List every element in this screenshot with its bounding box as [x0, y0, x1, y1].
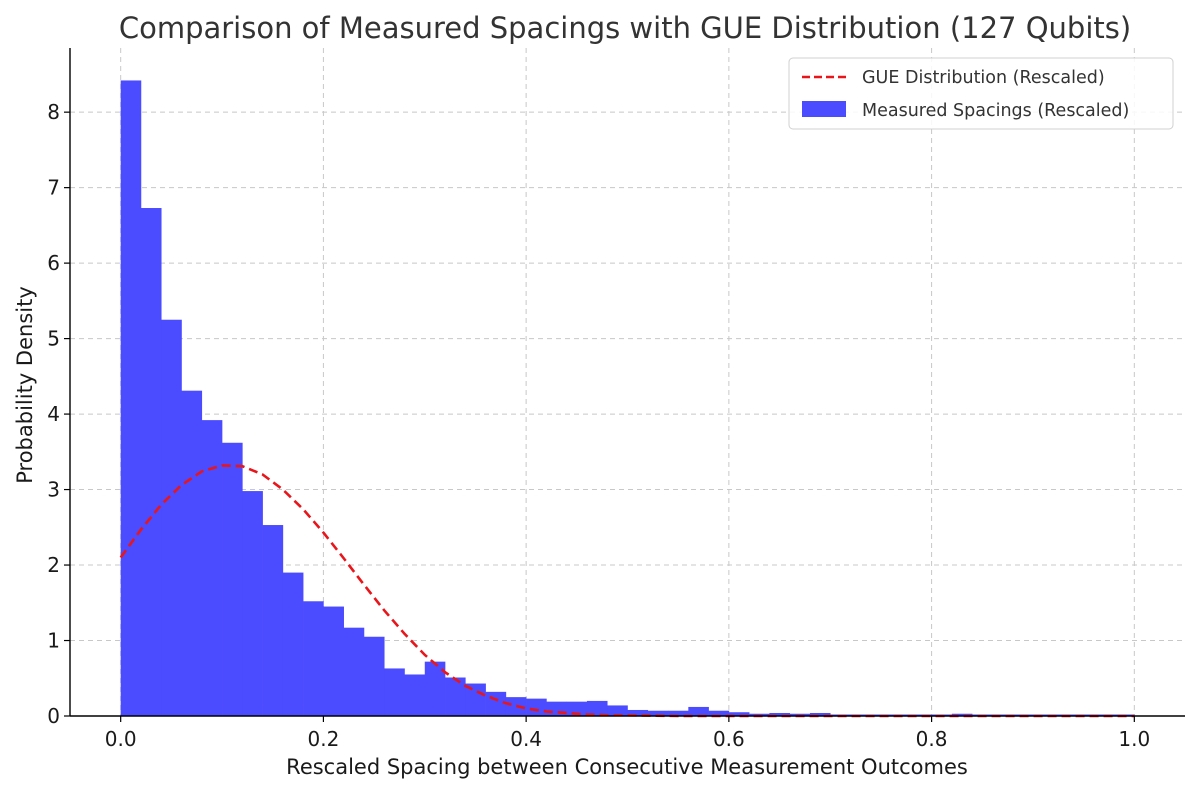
histogram-bar — [363, 636, 385, 716]
x-tick-label: 0.2 — [308, 727, 340, 751]
histogram-bar — [627, 709, 649, 716]
y-tick-label: 7 — [47, 176, 60, 200]
histogram-bar — [262, 525, 284, 716]
histogram-bar — [384, 668, 405, 716]
legend-label-gue: GUE Distribution (Rescaled) — [862, 68, 1105, 88]
y-tick-label: 2 — [47, 553, 60, 577]
histogram-bar — [668, 710, 689, 716]
histogram-bar — [688, 706, 709, 716]
histogram-bar — [850, 714, 872, 716]
histogram-bar — [607, 705, 628, 716]
legend: GUE Distribution (Rescaled) Measured Spa… — [788, 57, 1174, 130]
histogram-bar — [242, 491, 263, 716]
legend-box — [788, 57, 1174, 130]
histogram-bar — [120, 80, 142, 717]
x-tick-label: 1.0 — [1118, 727, 1150, 751]
legend-swatch-measured — [802, 101, 846, 117]
x-axis-ticks: 0.0 0.2 0.4 0.6 0.8 1.0 — [105, 716, 1150, 751]
histogram-bar — [769, 712, 790, 716]
y-axis-label: Probability Density — [13, 286, 37, 484]
histogram-bar — [485, 691, 507, 716]
histogram-bar — [951, 713, 973, 716]
axes-frame — [69, 48, 1185, 717]
histogram-bar — [586, 700, 608, 716]
x-tick-label: 0.4 — [510, 727, 542, 751]
histogram-bar — [445, 677, 466, 716]
histogram-bar — [647, 710, 669, 716]
x-tick-label: 0.6 — [713, 727, 745, 751]
histogram-bar — [201, 420, 223, 716]
chart-title: Comparison of Measured Spacings with GUE… — [119, 11, 1131, 45]
histogram-bar — [181, 390, 203, 716]
y-tick-label: 8 — [47, 100, 60, 124]
histogram-bar — [809, 712, 831, 716]
y-axis-ticks: 0 1 2 3 4 5 6 7 8 — [47, 100, 70, 728]
y-tick-label: 6 — [47, 251, 60, 275]
y-tick-label: 5 — [47, 327, 60, 351]
y-tick-label: 1 — [47, 629, 60, 653]
histogram-bar — [282, 572, 304, 716]
y-tick-label: 0 — [47, 704, 60, 728]
histogram-bar — [708, 710, 730, 716]
histogram-bar — [161, 319, 182, 716]
x-tick-label: 0.0 — [105, 727, 137, 751]
y-tick-label: 4 — [47, 402, 60, 426]
histogram-bars — [120, 80, 1135, 717]
y-tick-label: 3 — [47, 478, 60, 502]
legend-label-measured: Measured Spacings (Rescaled) — [862, 101, 1129, 121]
histogram-bar — [404, 674, 426, 716]
x-axis-label: Rescaled Spacing between Consecutive Mea… — [286, 755, 968, 779]
histogram-bar — [222, 442, 243, 716]
histogram-bar — [526, 698, 547, 716]
histogram-bar — [992, 714, 1013, 716]
x-tick-label: 0.8 — [916, 727, 948, 751]
histogram-bar — [303, 601, 324, 716]
histogram-bar — [343, 627, 365, 716]
histogram-bar — [140, 208, 162, 717]
histogram-bar — [424, 661, 446, 716]
histogram-bar — [728, 712, 750, 716]
histogram-bar — [323, 606, 344, 716]
histogram-bar — [1032, 714, 1054, 716]
histogram-bar — [465, 683, 486, 716]
